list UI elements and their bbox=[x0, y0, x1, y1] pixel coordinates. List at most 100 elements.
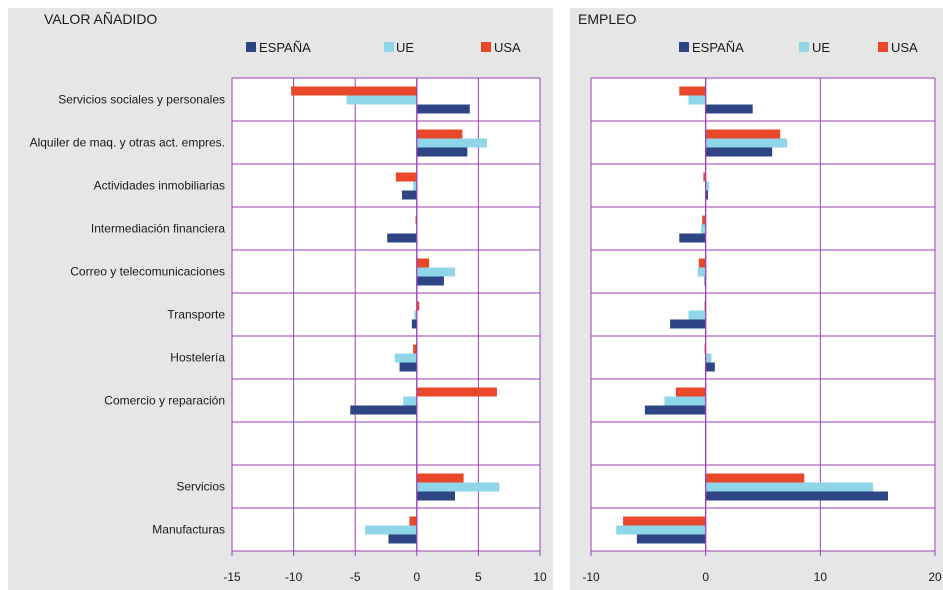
empleo-bar-espana-transporte bbox=[670, 319, 706, 329]
empleo-bar-usa-actividades-inmobiliarias bbox=[703, 172, 706, 182]
empleo-bars bbox=[616, 78, 888, 551]
empleo-legend-swatch-usa bbox=[878, 42, 888, 52]
empleo-bar-usa-servicios bbox=[705, 473, 805, 483]
empleo-bar-ue-correo-y-telecomunicaciones bbox=[697, 267, 706, 277]
valor-anadido-bar-ue-comercio-y-reparacion bbox=[403, 396, 417, 406]
valor-anadido-panel: VALOR AÑADIDO Servicios sociales y perso… bbox=[8, 8, 553, 590]
valor-anadido-bar-espana-correo-y-telecomunicaciones bbox=[416, 276, 444, 286]
valor-anadido-tick-label: 0 bbox=[413, 570, 420, 584]
empleo-bar-ue-comercio-y-reparacion bbox=[664, 396, 706, 406]
empleo-bar-espana-servicios-sociales-y-personales bbox=[705, 104, 753, 114]
empleo-bar-espana-manufacturas bbox=[636, 534, 706, 544]
empleo-bar-espana-hosteleria bbox=[705, 362, 715, 372]
empleo-tick-label: 10 bbox=[814, 570, 828, 584]
valor-anadido-bar-usa-manufacturas bbox=[409, 516, 417, 526]
empleo-bar-espana-comercio-y-reparacion bbox=[644, 405, 706, 415]
valor-anadido-tick-label: 5 bbox=[475, 570, 482, 584]
valor-anadido-bar-espana-servicios bbox=[416, 491, 455, 501]
empleo-bar-espana-actividades-inmobiliarias bbox=[705, 190, 708, 200]
empleo-legend-label-usa: USA bbox=[891, 40, 918, 55]
valor-anadido-bar-usa-alquiler-de-maq-y-otras-act-empres bbox=[416, 129, 463, 139]
valor-anadido-bar-espana-actividades-inmobiliarias bbox=[402, 190, 417, 200]
valor-anadido-bar-usa-transporte bbox=[416, 301, 420, 311]
valor-anadido-bar-espana-transporte bbox=[411, 319, 417, 329]
valor-anadido-bar-usa-servicios bbox=[416, 473, 464, 483]
empleo-tick-labels: -10 0 10 20 bbox=[582, 551, 942, 584]
empleo-bar-usa-manufacturas bbox=[623, 516, 706, 526]
valor-anadido-tick-labels: -15 -10 -5 0 5 10 bbox=[223, 551, 547, 584]
category-label-hosteleria: Hostelería bbox=[170, 351, 225, 365]
empleo-legend-label-espana: ESPAÑA bbox=[692, 40, 744, 55]
valor-anadido-bar-espana-manufacturas bbox=[388, 534, 417, 544]
valor-anadido-tick-label: 10 bbox=[533, 570, 547, 584]
valor-anadido-bar-ue-actividades-inmobiliarias bbox=[413, 181, 417, 191]
empleo-bar-ue-servicios-sociales-y-personales bbox=[688, 95, 706, 105]
valor-anadido-bar-ue-alquiler-de-maq-y-otras-act-empres bbox=[416, 138, 488, 148]
empleo-bar-ue-manufacturas bbox=[616, 525, 706, 535]
empleo-bar-usa-servicios-sociales-y-personales bbox=[679, 86, 706, 96]
empleo-bar-espana-servicios bbox=[705, 491, 888, 501]
empleo-bar-ue-alquiler-de-maq-y-otras-act-empres bbox=[705, 138, 788, 148]
valor-anadido-tick-label: -5 bbox=[350, 570, 361, 584]
empleo-bar-usa-intermediacion-financiera bbox=[702, 215, 706, 225]
valor-anadido-bar-ue-transporte bbox=[414, 310, 417, 320]
valor-anadido-bar-usa-intermediacion-financiera bbox=[415, 215, 417, 225]
empleo-legend: ESPAÑA UE USA bbox=[679, 40, 918, 55]
empleo-bar-espana-intermediacion-financiera bbox=[679, 233, 706, 243]
valor-anadido-category-labels: Servicios sociales y personales Alquiler … bbox=[30, 93, 226, 537]
valor-anadido-bar-ue-correo-y-telecomunicaciones bbox=[416, 267, 455, 277]
empleo-grid bbox=[590, 77, 936, 552]
category-label-alquiler-de-maq-y-otras-act-empres: Alquiler de maq. y otras act. empres. bbox=[30, 136, 225, 150]
category-label-servicios: Servicios bbox=[176, 480, 225, 494]
valor-anadido-bar-usa-comercio-y-reparacion bbox=[416, 387, 497, 397]
valor-anadido-bar-espana-intermediacion-financiera bbox=[387, 233, 417, 243]
valor-anadido-bar-espana-alquiler-de-maq-y-otras-act-empres bbox=[416, 147, 468, 157]
empleo-title: EMPLEO bbox=[578, 11, 636, 27]
valor-anadido-bar-usa-correo-y-telecomunicaciones bbox=[416, 258, 430, 268]
empleo-bar-usa-alquiler-de-maq-y-otras-act-empres bbox=[705, 129, 781, 139]
valor-anadido-tick-label: -15 bbox=[223, 570, 241, 584]
empleo-tick-label: 20 bbox=[928, 570, 942, 584]
valor-anadido-legend-swatch-usa bbox=[481, 42, 491, 52]
empleo-legend-swatch-ue bbox=[799, 42, 809, 52]
valor-anadido-plot-area bbox=[232, 78, 540, 551]
category-label-actividades-inmobiliarias: Actividades inmobiliarias bbox=[94, 179, 225, 193]
category-label-manufacturas: Manufacturas bbox=[152, 523, 225, 537]
valor-anadido-bar-espana-hosteleria bbox=[399, 362, 417, 372]
empleo-plot-area bbox=[591, 78, 935, 551]
valor-anadido-bar-ue-servicios bbox=[416, 482, 500, 492]
empleo-bar-espana-alquiler-de-maq-y-otras-act-empres bbox=[705, 147, 773, 157]
valor-anadido-title: VALOR AÑADIDO bbox=[44, 11, 157, 27]
empleo-tick-label: 0 bbox=[702, 570, 709, 584]
empleo-tick-label: -10 bbox=[582, 570, 600, 584]
empleo-legend-label-ue: UE bbox=[812, 40, 830, 55]
valor-anadido-legend-swatch-ue bbox=[384, 42, 394, 52]
valor-anadido-legend: ESPAÑA UE USA bbox=[246, 40, 521, 55]
empleo-bar-ue-servicios bbox=[705, 482, 874, 492]
category-label-servicios-sociales-y-personales: Servicios sociales y personales bbox=[58, 93, 225, 107]
valor-anadido-legend-label-usa: USA bbox=[494, 40, 521, 55]
empleo-bar-usa-comercio-y-reparacion bbox=[675, 387, 706, 397]
empleo-bar-usa-correo-y-telecomunicaciones bbox=[698, 258, 706, 268]
empleo-bar-ue-intermediacion-financiera bbox=[701, 224, 706, 234]
category-label-intermediacion-financiera: Intermediación financiera bbox=[91, 222, 225, 236]
valor-anadido-bar-usa-servicios-sociales-y-personales bbox=[291, 86, 417, 96]
empleo-legend-swatch-espana bbox=[679, 42, 689, 52]
valor-anadido-legend-swatch-espana bbox=[246, 42, 256, 52]
empleo-bar-ue-actividades-inmobiliarias bbox=[705, 181, 710, 191]
empleo-bar-ue-transporte bbox=[688, 310, 706, 320]
valor-anadido-bar-usa-actividades-inmobiliarias bbox=[395, 172, 417, 182]
valor-anadido-bars bbox=[291, 78, 500, 551]
valor-anadido-tick-label: -10 bbox=[285, 570, 303, 584]
category-label-transporte: Transporte bbox=[167, 308, 225, 322]
category-label-correo-y-telecomunicaciones: Correo y telecomunicaciones bbox=[70, 265, 225, 279]
valor-anadido-bar-usa-hosteleria bbox=[413, 344, 417, 354]
valor-anadido-bar-espana-comercio-y-reparacion bbox=[350, 405, 417, 415]
valor-anadido-legend-label-ue: UE bbox=[396, 40, 414, 55]
valor-anadido-bar-ue-servicios-sociales-y-personales bbox=[346, 95, 417, 105]
empleo-panel: EMPLEO -10 0 10 20 ESPAÑA UE USA bbox=[570, 8, 943, 590]
valor-anadido-bar-espana-servicios-sociales-y-personales bbox=[416, 104, 470, 114]
category-label-comercio-y-reparacion: Comercio y reparación bbox=[104, 394, 225, 408]
empleo-bar-ue-hosteleria bbox=[705, 353, 712, 363]
